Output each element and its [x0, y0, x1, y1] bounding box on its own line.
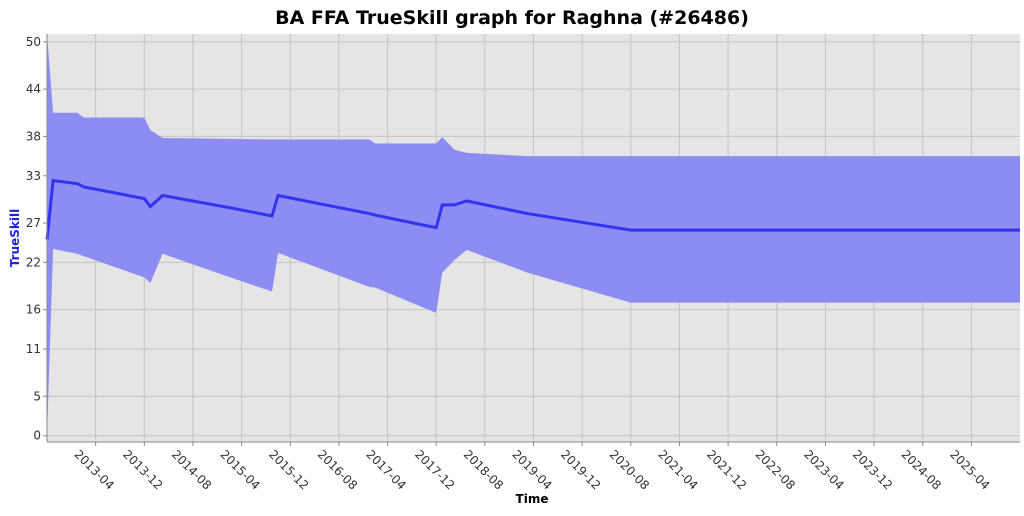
x-axis-label: Time [516, 492, 549, 506]
x-tick-label: 2021-04 [655, 447, 700, 492]
y-tick-label: 11 [26, 342, 41, 356]
x-tick-label: 2024-08 [899, 447, 944, 492]
x-tick-label: 2017-04 [363, 447, 408, 492]
x-tick-label: 2013-04 [72, 447, 117, 492]
trueskill-line [45, 178, 1020, 240]
x-tick-label: 2016-08 [315, 447, 360, 492]
chart-title: BA FFA TrueSkill graph for Raghna (#2648… [275, 7, 749, 29]
x-tick-label: 2015-12 [266, 447, 311, 492]
x-tick-label: 2018-08 [461, 447, 506, 492]
x-tick-label: 2023-12 [850, 447, 895, 492]
x-tick-label: 2022-08 [753, 447, 798, 492]
y-tick-label: 44 [26, 82, 41, 96]
x-tick-label: 2023-04 [801, 447, 846, 492]
y-tick-label: 0 [33, 429, 41, 443]
y-tick-label: 22 [26, 255, 41, 269]
x-tick-label: 2019-12 [558, 447, 603, 492]
y-tick-label: 38 [26, 129, 41, 143]
x-tick-label: 2025-04 [947, 447, 992, 492]
x-tick-label: 2014-08 [169, 447, 214, 492]
y-axis-label: TrueSkill [8, 209, 22, 267]
y-tick-label: 5 [33, 389, 41, 403]
marks [45, 34, 1020, 436]
y-tick-label: 27 [26, 216, 41, 230]
x-tick-label: 2015-04 [217, 447, 262, 492]
x-tick-label: 2013-12 [120, 447, 165, 492]
x-tick-label: 2020-08 [607, 447, 652, 492]
y-tick-label: 50 [26, 35, 41, 49]
confidence-band [47, 34, 1020, 436]
y-tick-label: 33 [26, 169, 41, 183]
x-tick-label: 2021-12 [704, 447, 749, 492]
y-tick-label: 16 [26, 303, 41, 317]
x-tick-label: 2017-12 [412, 447, 457, 492]
x-tick-label: 2019-04 [509, 447, 554, 492]
